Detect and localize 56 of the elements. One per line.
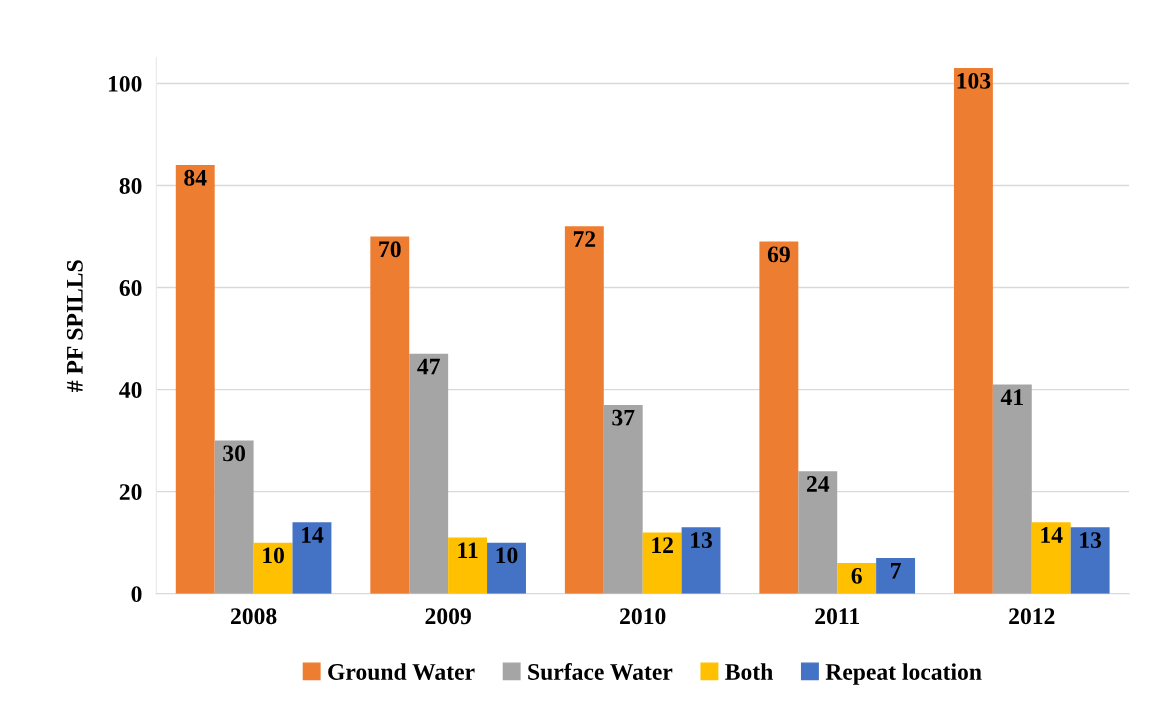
y-tick-label: 80 — [119, 177, 142, 194]
y-tick-label: 0 — [131, 586, 142, 603]
bar — [564, 226, 604, 594]
data-label: 6 — [851, 567, 862, 584]
x-tick-label: 2008 — [230, 608, 277, 625]
y-tick-label: 20 — [119, 484, 142, 501]
x-tick-label: 2011 — [815, 608, 859, 625]
bar — [175, 165, 215, 594]
bar — [409, 353, 449, 594]
bar — [1070, 527, 1110, 594]
data-label: 103 — [957, 72, 991, 89]
data-label: 72 — [573, 231, 596, 247]
bar — [1031, 522, 1071, 594]
data-label: 12 — [652, 537, 673, 553]
bar — [487, 542, 526, 594]
data-label: 37 — [612, 409, 635, 426]
y-tick-label: 40 — [119, 382, 142, 399]
bar — [253, 542, 293, 594]
data-label: 41 — [1000, 389, 1023, 405]
legend-label: Surface Water — [528, 663, 673, 681]
bar — [448, 537, 488, 594]
bar — [292, 522, 332, 594]
bar — [681, 527, 721, 594]
data-label: 14 — [302, 527, 324, 543]
legend-label: Both — [725, 663, 773, 680]
data-label: 24 — [806, 476, 830, 492]
data-label: 69 — [767, 246, 790, 263]
y-tick-label: 60 — [119, 280, 142, 296]
data-label: 10 — [496, 547, 518, 564]
bar — [370, 236, 410, 594]
bar — [642, 532, 682, 594]
data-label: 84 — [184, 169, 207, 186]
legend-label: Ground Water — [328, 663, 475, 681]
legend-label: Repeat location — [825, 663, 982, 685]
data-label: 14 — [1041, 527, 1063, 543]
data-label: 13 — [691, 532, 713, 549]
data-label: 10 — [263, 547, 284, 564]
bar — [798, 471, 838, 594]
data-label: 70 — [379, 241, 401, 258]
bar — [837, 563, 877, 594]
bar — [992, 384, 1032, 594]
bar — [953, 68, 993, 594]
x-tick-label: 2009 — [425, 608, 471, 625]
data-label: 47 — [417, 358, 440, 375]
data-label: 13 — [1080, 532, 1102, 549]
bar — [603, 404, 643, 594]
y-axis-title: # PF SPILLS — [66, 260, 83, 392]
x-tick-label: 2012 — [1009, 608, 1055, 625]
bar — [876, 557, 916, 594]
data-label: 11 — [458, 542, 478, 559]
data-label: 7 — [891, 562, 901, 579]
y-tick-label: 100 — [108, 75, 142, 92]
x-tick-label: 2010 — [620, 608, 666, 625]
bar — [214, 440, 254, 594]
data-label: 30 — [223, 445, 246, 462]
bar — [759, 241, 799, 594]
